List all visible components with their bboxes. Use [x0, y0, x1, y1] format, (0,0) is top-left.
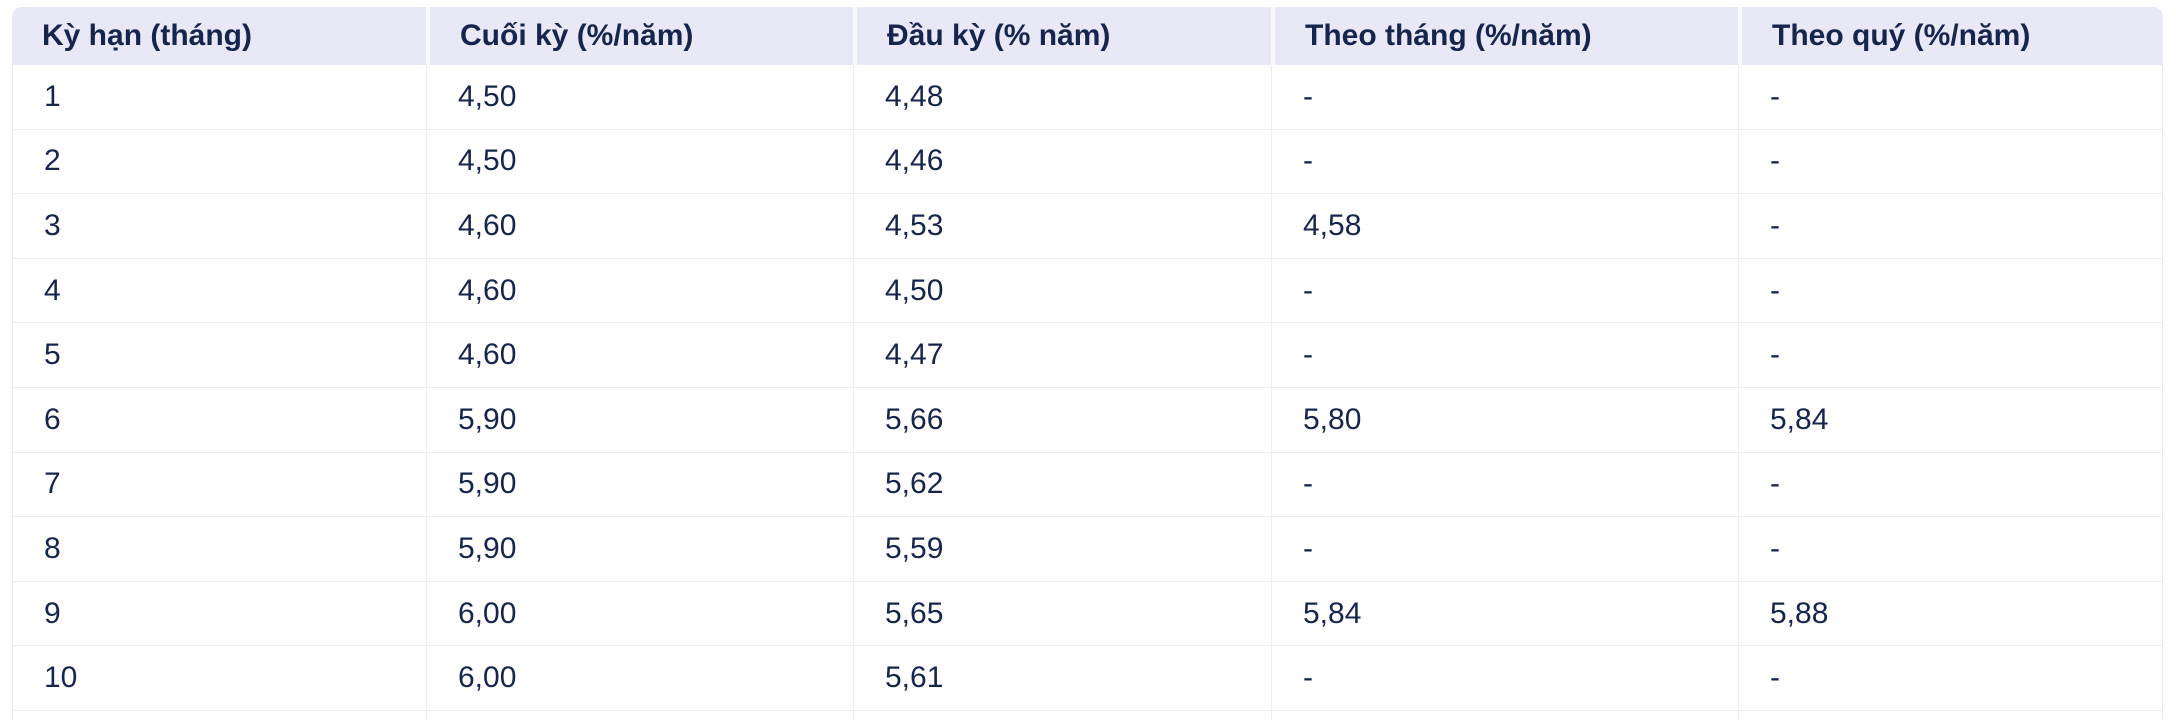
- cell-rate: 5,84: [1271, 581, 1738, 647]
- table-row: 10 6,00 5,61- -: [12, 646, 2163, 711]
- table-body: 1 4,50 4,48- -2 4,50 4,46- -3 4,60 4,53 4,58-4 4,6…: [12, 65, 2163, 720]
- cell-rate: -: [1271, 129, 1738, 195]
- table-row: 4 4,60 4,50- -: [12, 258, 2163, 324]
- cell-rate: 5,65: [853, 581, 1271, 647]
- cell-rate: -: [1738, 646, 2163, 711]
- table-row: 8 5,90 5,59- -: [12, 517, 2163, 582]
- header-row: Kỳ hạn (tháng) Cuối kỳ (%/năm) Đầu kỳ (%…: [12, 7, 2163, 65]
- cell-rate: 4,50: [426, 129, 853, 195]
- cell-rate: 5,90: [426, 452, 853, 518]
- cell-term: [12, 710, 426, 720]
- cell-term: 5: [12, 323, 426, 388]
- cell-rate: 5,88: [1738, 581, 2163, 647]
- cell-term: 2: [12, 129, 426, 195]
- cell-rate: -: [1738, 194, 2163, 259]
- table-row: 1 4,50 4,48- -: [12, 65, 2163, 130]
- cell-rate: -: [1271, 323, 1738, 388]
- cell-rate: 4,50: [426, 65, 853, 130]
- cell-rate: 5,59: [853, 517, 1271, 582]
- cell-rate: -: [1271, 646, 1738, 711]
- cell-term: 10: [12, 646, 426, 711]
- cell-rate: -: [1738, 65, 2163, 130]
- cell-rate: 5,90: [426, 517, 853, 582]
- cell-rate: 5,80: [1271, 387, 1738, 453]
- cell-rate: 4,53: [853, 194, 1271, 259]
- cell-rate: -: [1738, 323, 2163, 388]
- cell-term: 3: [12, 194, 426, 259]
- cell-rate: [853, 710, 1271, 720]
- cell-rate: 4,47: [853, 323, 1271, 388]
- cell-rate: 4,60: [426, 323, 853, 388]
- cell-rate: -: [1738, 517, 2163, 582]
- header-cell-monthly-rate: Theo tháng (%/năm): [1271, 7, 1738, 65]
- cell-rate: 4,46: [853, 129, 1271, 195]
- table-row: 3 4,60 4,53 4,58-: [12, 194, 2163, 259]
- cell-rate: -: [1738, 258, 2163, 324]
- table-row: 5 4,60 4,47- -: [12, 323, 2163, 388]
- header-cell-term: Kỳ hạn (tháng): [12, 7, 426, 65]
- cell-rate: 5,66: [853, 387, 1271, 453]
- cell-rate: 4,48: [853, 65, 1271, 130]
- header-cell-upfront-rate: Đầu kỳ (% năm): [853, 7, 1271, 65]
- header-cell-end-of-term-rate: Cuối kỳ (%/năm): [426, 7, 853, 65]
- cell-rate: 4,50: [853, 258, 1271, 324]
- cell-rate: -: [1271, 452, 1738, 518]
- cell-term: 6: [12, 387, 426, 453]
- cell-rate: 4,58: [1271, 194, 1738, 259]
- cell-rate: [1271, 710, 1738, 720]
- cell-rate: 6,00: [426, 646, 853, 711]
- cell-rate: 5,84: [1738, 387, 2163, 453]
- cell-rate: 4,60: [426, 258, 853, 324]
- cell-rate: 6,00: [426, 581, 853, 647]
- table-row: 6 5,90 5,66 5,80 5,84: [12, 387, 2163, 453]
- table-row-partial: [12, 710, 2163, 720]
- table-row: 9 6,00 5,65 5,84 5,88: [12, 581, 2163, 647]
- cell-rate: [426, 710, 853, 720]
- cell-rate: -: [1271, 258, 1738, 324]
- cell-rate: -: [1738, 129, 2163, 195]
- table-row: 7 5,90 5,62- -: [12, 452, 2163, 518]
- interest-rate-table: Kỳ hạn (tháng) Cuối kỳ (%/năm) Đầu kỳ (%…: [12, 7, 2163, 720]
- cell-rate: -: [1738, 452, 2163, 518]
- cell-term: 4: [12, 258, 426, 324]
- cell-rate: 5,62: [853, 452, 1271, 518]
- cell-rate: 5,90: [426, 387, 853, 453]
- cell-rate: -: [1271, 517, 1738, 582]
- cell-term: 9: [12, 581, 426, 647]
- cell-term: 7: [12, 452, 426, 518]
- cell-rate: 5,61: [853, 646, 1271, 711]
- cell-term: 1: [12, 65, 426, 130]
- header-cell-quarterly-rate: Theo quý (%/năm): [1738, 7, 2163, 65]
- cell-rate: [1738, 710, 2163, 720]
- cell-rate: -: [1271, 65, 1738, 130]
- cell-rate: 4,60: [426, 194, 853, 259]
- cell-term: 8: [12, 517, 426, 582]
- table-row: 2 4,50 4,46- -: [12, 129, 2163, 195]
- table-header: Kỳ hạn (tháng) Cuối kỳ (%/năm) Đầu kỳ (%…: [12, 7, 2163, 65]
